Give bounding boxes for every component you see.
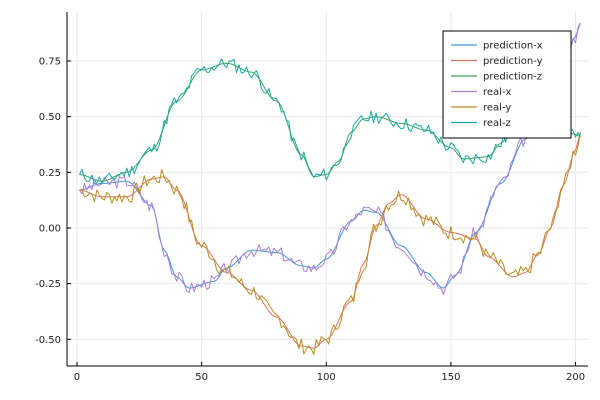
tick-labels: 0 50 100 150 200 -0.50 -0.25 0.00 0.25 0.50 0.75 [35, 56, 585, 383]
y-tick-label: 0.50 [39, 112, 61, 123]
y-tick-label: -0.50 [35, 335, 61, 346]
x-tick-label: 200 [566, 372, 585, 383]
legend-label: real-y [483, 103, 511, 114]
y-tick-label: 0.00 [39, 223, 61, 234]
legend-label: real-x [483, 87, 512, 98]
legend-label: prediction-x [483, 41, 543, 52]
x-tick-label: 0 [74, 372, 80, 383]
series-lines [79, 22, 582, 356]
y-tick-label: -0.25 [35, 279, 61, 290]
y-tick-label: 0.25 [39, 168, 61, 179]
y-tick-label: 0.75 [39, 56, 61, 67]
series-line-real-y [79, 132, 582, 356]
legend-label: real-z [483, 118, 511, 129]
series-line-real-z [79, 58, 581, 185]
legend-label: prediction-y [483, 56, 543, 67]
legend-box [442, 30, 572, 139]
x-tick-label: 50 [195, 372, 208, 383]
x-tick-label: 100 [317, 372, 336, 383]
x-tick-label: 150 [441, 372, 460, 383]
legend-label: prediction-z [483, 72, 542, 83]
legend: prediction-x prediction-y prediction-z real… [442, 30, 572, 139]
axes [66, 12, 588, 367]
series-line-real-x [79, 22, 581, 296]
series-line-prediction-y [79, 132, 582, 349]
